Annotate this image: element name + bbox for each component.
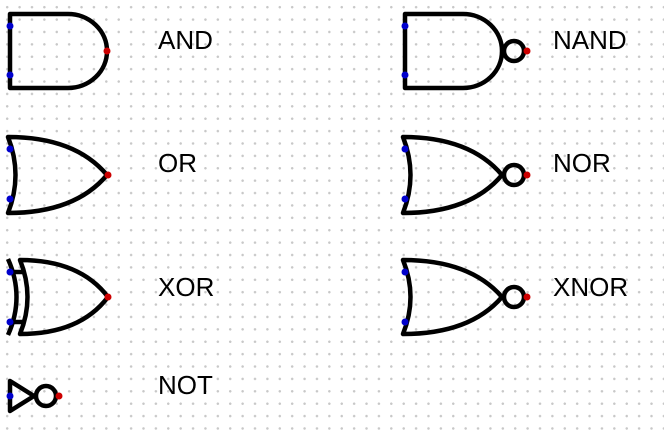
nor-output-pin[interactable]: [523, 171, 531, 179]
nand-label: NAND: [553, 25, 627, 55]
nor-inversion-bubble: [501, 162, 527, 188]
xor-input-pin-b[interactable]: [6, 318, 14, 326]
or-label: OR: [158, 148, 197, 178]
or-output-pin[interactable]: [104, 171, 112, 179]
not-gate[interactable]: [6, 378, 63, 414]
not-output-pin[interactable]: [55, 392, 63, 400]
nor-input-pin-b[interactable]: [401, 195, 409, 203]
nor-label: NOR: [553, 148, 611, 178]
nand-gate[interactable]: [401, 11, 531, 91]
nand-input-pin-b[interactable]: [401, 71, 409, 79]
or-input-pin-a[interactable]: [6, 145, 14, 153]
nor-gate[interactable]: [400, 134, 531, 216]
and-input-pin-a[interactable]: [6, 22, 14, 30]
not-input-pin[interactable]: [6, 392, 14, 400]
not-label: NOT: [158, 370, 213, 400]
xnor-output-pin[interactable]: [523, 293, 531, 301]
nand-inversion-bubble: [501, 38, 527, 64]
xor-gate[interactable]: [5, 257, 112, 337]
nand-input-pin-a[interactable]: [401, 22, 409, 30]
not-inversion-bubble: [33, 383, 59, 409]
xor-input-pin-a[interactable]: [6, 268, 14, 276]
xnor-inversion-bubble: [501, 284, 527, 310]
or-gate[interactable]: [5, 134, 112, 216]
xnor-input-pin-b[interactable]: [401, 318, 409, 326]
xor-output-pin[interactable]: [104, 293, 112, 301]
xnor-gate[interactable]: [400, 257, 531, 337]
or-input-pin-b[interactable]: [6, 195, 14, 203]
xor-extra-input-curve: [5, 258, 19, 336]
xnor-label: XNOR: [553, 272, 629, 302]
and-label: AND: [158, 25, 213, 55]
and-gate[interactable]: [6, 11, 111, 91]
xor-label: XOR: [158, 272, 215, 302]
and-output-pin[interactable]: [103, 47, 111, 55]
nand-output-pin[interactable]: [523, 47, 531, 55]
nor-input-pin-a[interactable]: [401, 145, 409, 153]
xnor-input-pin-a[interactable]: [401, 268, 409, 276]
and-input-pin-b[interactable]: [6, 71, 14, 79]
